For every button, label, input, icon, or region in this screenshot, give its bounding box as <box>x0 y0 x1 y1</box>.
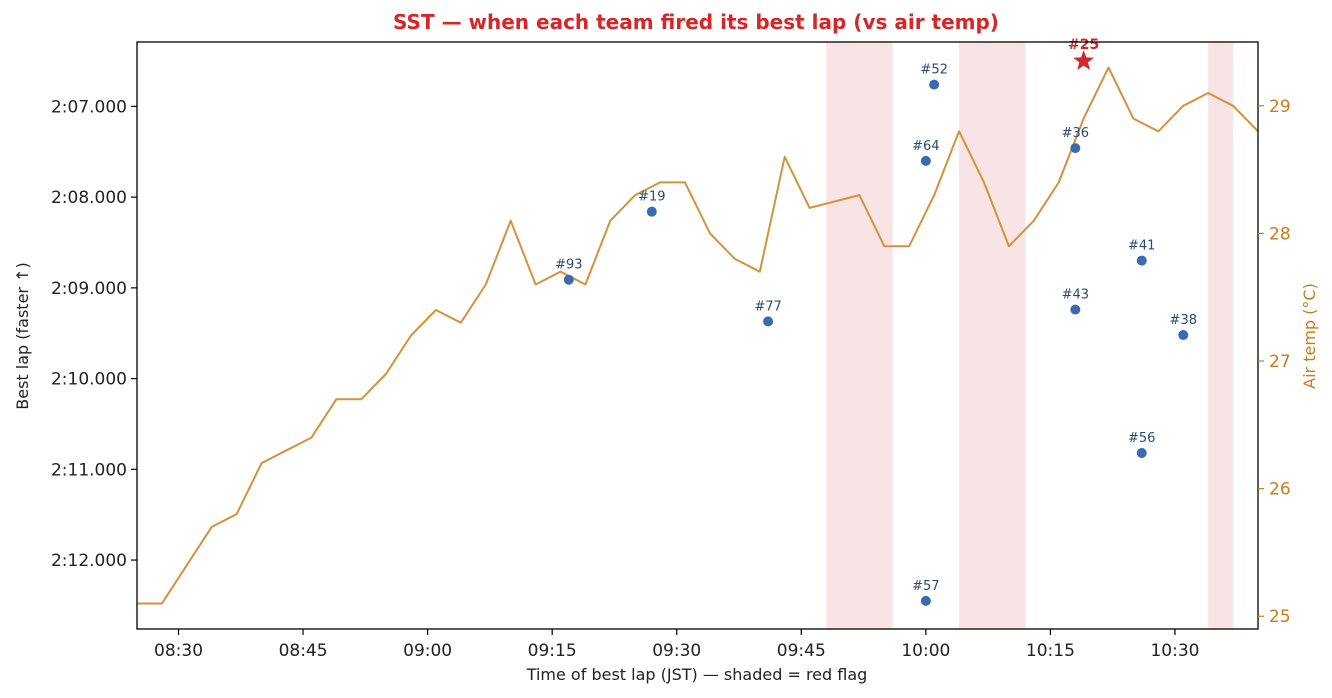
team-point <box>1070 304 1081 315</box>
y-right-tick-label: 25 <box>1269 607 1291 627</box>
team-point-label: #56 <box>1128 431 1155 446</box>
team-point-label: #57 <box>912 579 939 594</box>
team-point-label: #41 <box>1128 239 1155 254</box>
y-tick-label: 2:08.000 <box>51 188 127 208</box>
y-axis-label-right: Air temp (°C) <box>1300 283 1319 389</box>
red-flag-band <box>826 42 893 629</box>
best-lap-star <box>1073 50 1095 70</box>
x-tick-label: 10:15 <box>1026 641 1075 661</box>
team-point-label: #93 <box>555 258 582 273</box>
team-point-label: #38 <box>1170 313 1197 328</box>
team-point-label: #36 <box>1062 126 1089 141</box>
team-point <box>920 155 931 166</box>
y-axis-label-left: Best lap (faster ↑) <box>13 262 32 409</box>
team-point-label: #52 <box>920 63 947 78</box>
x-tick-label: 08:30 <box>154 641 203 661</box>
best-lap-marker: #25 <box>1068 37 1099 70</box>
team-points: #93 #19 #77 #52 #64 #57 #36 #43 #41 #38 #56 <box>555 63 1197 606</box>
chart-title: SST — when each team fired its best lap … <box>393 10 999 34</box>
team-point-label: #64 <box>912 139 939 154</box>
y-right-tick-label: 26 <box>1269 480 1291 500</box>
x-axis-label: Time of best lap (JST) — shaded = red fl… <box>526 665 868 684</box>
team-point-label: #77 <box>754 299 781 314</box>
x-tick-label: 10:00 <box>901 641 950 661</box>
x-axis: 08:30 08:45 09:00 09:15 09:30 09:45 10:00 10:15… <box>154 629 1199 661</box>
x-tick-label: 10:30 <box>1150 641 1199 661</box>
red-flag-band <box>1208 42 1234 629</box>
x-tick-label: 09:15 <box>528 641 577 661</box>
team-point <box>1136 447 1147 458</box>
team-point <box>763 316 774 327</box>
x-tick-label: 09:45 <box>777 641 826 661</box>
red-flag-band <box>959 42 1026 629</box>
team-point <box>929 79 940 90</box>
team-point-label: #43 <box>1062 288 1089 303</box>
air-temp-line <box>137 66 1259 605</box>
y-axis-left: 2:07.000 2:08.000 2:09.000 2:10.000 2:11.000… <box>51 97 137 571</box>
team-point <box>1178 330 1189 341</box>
y-tick-label: 2:07.000 <box>51 97 127 117</box>
plot-frame <box>136 41 1259 630</box>
x-tick-label: 09:00 <box>403 641 452 661</box>
team-point <box>646 206 657 217</box>
y-right-tick-label: 28 <box>1269 224 1291 244</box>
x-tick-label: 09:30 <box>652 641 701 661</box>
x-tick-label: 08:45 <box>279 641 328 661</box>
y-tick-label: 2:10.000 <box>51 370 127 390</box>
team-point <box>1070 143 1081 154</box>
team-point <box>1136 255 1147 266</box>
red-flag-bands <box>826 42 1234 629</box>
air-temp-series <box>137 66 1259 605</box>
best-lap-label: #25 <box>1068 37 1099 53</box>
y-tick-label: 2:12.000 <box>51 551 127 571</box>
y-right-tick-label: 29 <box>1269 97 1291 117</box>
y-tick-label: 2:11.000 <box>51 460 127 480</box>
y-tick-label: 2:09.000 <box>51 279 127 299</box>
team-point-label: #19 <box>638 190 665 205</box>
team-point <box>563 274 574 285</box>
y-axis-right: 25 26 27 28 29 <box>1258 97 1291 627</box>
y-right-tick-label: 27 <box>1269 352 1291 372</box>
team-point <box>920 595 931 606</box>
